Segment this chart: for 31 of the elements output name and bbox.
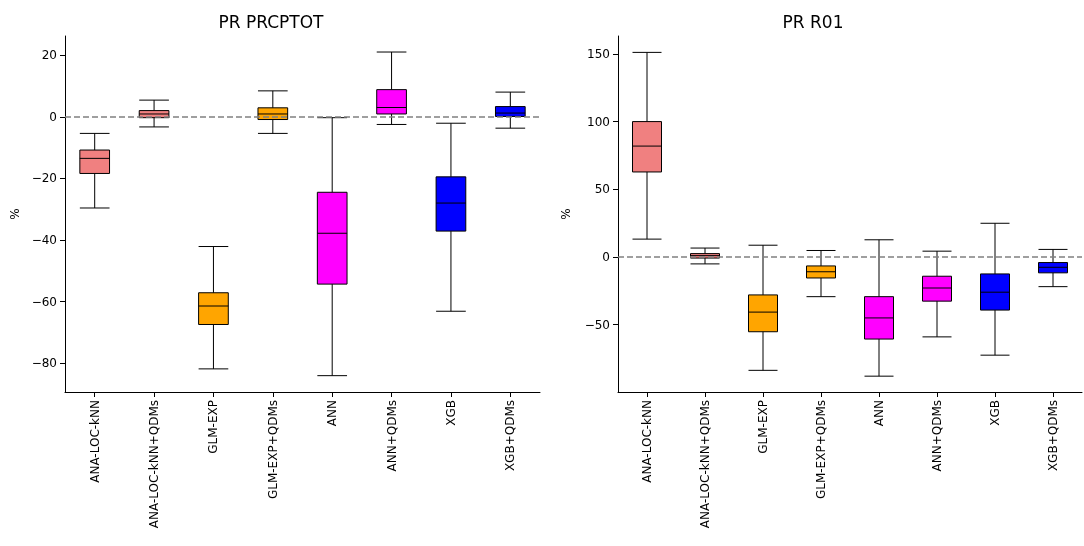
y-axis-title: % (559, 208, 573, 220)
x-tick-label: XGB+QDMs (503, 400, 518, 472)
y-tick-label: −60 (31, 294, 57, 309)
y-tick-label: −80 (31, 356, 57, 371)
y-axis-title: % (7, 208, 22, 220)
x-tick-label: XGB+QDMs (1046, 400, 1060, 472)
x-tick-label: ANN+QDMs (930, 400, 944, 472)
x-tick-label: ANN (872, 400, 886, 427)
x-tick-label: XGB (443, 400, 458, 426)
x-tick-label: ANN+QDMs (384, 400, 399, 472)
y-tick-label: 100 (587, 114, 610, 129)
x-tick-label: GLM-EXP (756, 400, 770, 454)
y-tick-label: 50 (594, 182, 610, 197)
x-tick-label: GLM-EXP+QDMs (265, 400, 280, 500)
y-tick-label: −20 (31, 171, 57, 186)
y-tick-label: 0 (602, 249, 610, 264)
y-tick-label: −50 (584, 317, 610, 332)
chart-title: PR PRCPTOT (218, 11, 325, 32)
x-tick-label: GLM-EXP (206, 400, 221, 454)
y-tick-label: 150 (587, 46, 610, 61)
y-tick-label: 0 (49, 109, 57, 124)
x-tick-label: GLM-EXP+QDMs (814, 400, 828, 500)
chart-title: PR R01 (782, 11, 844, 32)
x-tick-label: ANA-LOC-kNN (87, 400, 102, 483)
x-tick-label: ANA-LOC-kNN+QDMs (147, 400, 162, 529)
y-tick-label: 20 (41, 48, 57, 63)
y-tick-label: −40 (31, 233, 57, 248)
x-tick-label: ANA-LOC-kNN+QDMs (698, 400, 712, 529)
x-tick-label: ANN (325, 400, 340, 427)
x-tick-label: XGB (988, 400, 1002, 426)
x-tick-label: ANA-LOC-kNN (640, 400, 654, 483)
